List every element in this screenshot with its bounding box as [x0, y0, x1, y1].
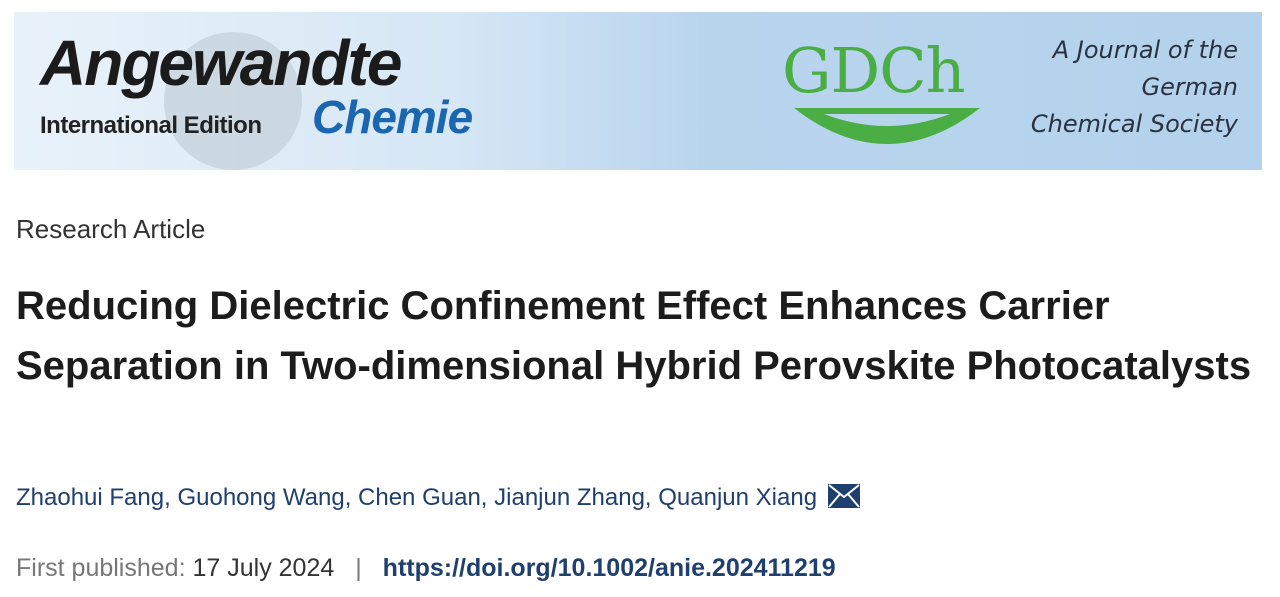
author-link[interactable]: Zhaohui Fang — [16, 484, 165, 511]
logo-circle-decoration — [164, 32, 302, 170]
author-separator: , — [644, 484, 659, 511]
society-tagline: A Journal of the German Chemical Society — [1031, 32, 1238, 143]
author-separator: , — [344, 484, 359, 511]
gdch-logo-text: GDCh — [782, 34, 966, 107]
separator: | — [355, 554, 362, 582]
publication-info: First published: 17 July 2024 | https://… — [16, 554, 836, 583]
journal-banner[interactable]: Angewandte International Edition Chemie … — [14, 12, 1262, 170]
article-type: Research Article — [16, 214, 206, 244]
author-link[interactable]: Jianjun Zhang — [494, 484, 645, 511]
journal-name: Angewandte — [40, 27, 402, 99]
author-separator: , — [480, 484, 495, 511]
tagline-line: A Journal of the — [1052, 36, 1238, 64]
journal-subname: Chemie — [312, 91, 473, 143]
gdch-bowl-icon — [794, 108, 980, 144]
published-label: First published: — [16, 554, 186, 582]
published-date: 17 July 2024 — [192, 554, 335, 582]
author-list: Zhaohui Fang, Guohong Wang, Chen Guan, J… — [16, 484, 860, 512]
journal-edition: International Edition — [40, 112, 262, 139]
author-link[interactable]: Chen Guan — [358, 484, 481, 511]
author-link[interactable]: Quanjun Xiang — [658, 484, 818, 511]
author-separator: , — [164, 484, 178, 511]
tagline-line: German — [1141, 73, 1238, 101]
article-title: Reducing Dielectric Confinement Effect E… — [16, 284, 1252, 388]
envelope-icon[interactable] — [827, 484, 860, 508]
author-link[interactable]: Guohong Wang — [177, 484, 345, 511]
doi-link[interactable]: https://doi.org/10.1002/anie.202411219 — [382, 554, 836, 582]
tagline-line: Chemical Society — [1030, 110, 1238, 138]
